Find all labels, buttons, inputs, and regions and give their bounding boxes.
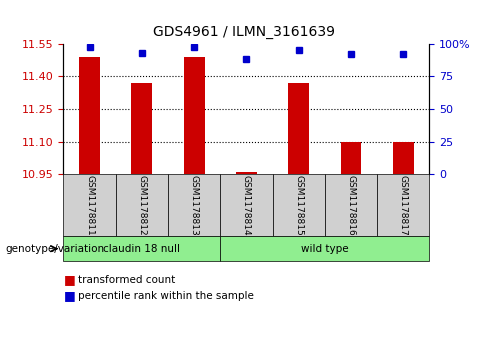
Bar	[183, 57, 204, 174]
Text: ■: ■	[63, 273, 75, 286]
Text: GDS4961 / ILMN_3161639: GDS4961 / ILMN_3161639	[153, 25, 335, 40]
Text: wild type: wild type	[301, 244, 349, 254]
Text: genotype/variation: genotype/variation	[5, 244, 104, 254]
Text: GSM1178811: GSM1178811	[85, 175, 94, 236]
Text: percentile rank within the sample: percentile rank within the sample	[78, 291, 254, 301]
Bar	[341, 142, 362, 174]
Text: GSM1178815: GSM1178815	[294, 175, 303, 236]
Text: GSM1178814: GSM1178814	[242, 175, 251, 236]
Bar	[131, 83, 152, 174]
Bar	[288, 83, 309, 174]
Text: claudin 18 null: claudin 18 null	[103, 244, 181, 254]
Text: GSM1178817: GSM1178817	[399, 175, 408, 236]
Text: GSM1178816: GSM1178816	[346, 175, 356, 236]
Text: ■: ■	[63, 289, 75, 302]
Bar	[393, 142, 414, 174]
Text: GSM1178813: GSM1178813	[190, 175, 199, 236]
Bar	[236, 172, 257, 174]
Text: transformed count: transformed count	[78, 274, 175, 285]
Bar	[79, 57, 100, 174]
Text: GSM1178812: GSM1178812	[137, 175, 146, 236]
